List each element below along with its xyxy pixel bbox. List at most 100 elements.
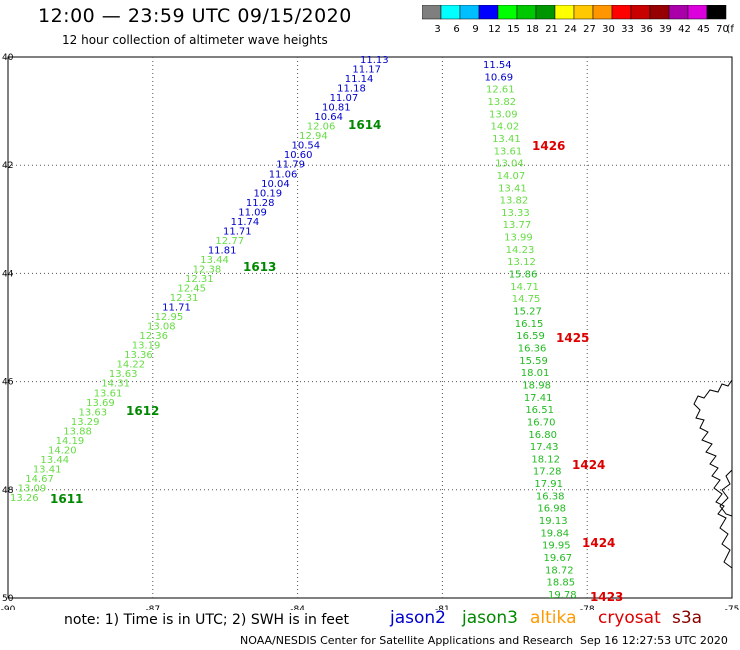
footer-credit: NOAA/NESDIS Center for Satellite Applica…	[240, 634, 574, 647]
wave-height-label: 10.64	[314, 112, 343, 123]
wave-height-label: 12.31	[185, 274, 214, 285]
page-title: 12:00 — 23:59 UTC 09/15/2020	[38, 5, 352, 27]
scale-label: 42	[678, 24, 691, 35]
wave-height-label: 11.74	[231, 217, 260, 228]
wave-height-label: 14.07	[497, 171, 526, 182]
time-label: 1611	[50, 492, 83, 506]
wave-height-label: 17.28	[533, 467, 562, 478]
wave-height-label: 13.04	[495, 159, 524, 170]
wave-height-label: 12.31	[170, 293, 199, 304]
wave-height-label: 13.29	[71, 417, 100, 428]
note-text: note: 1) Time is in UTC; 2) SWH is in fe…	[64, 612, 350, 628]
satellite-legend-altika: altika	[530, 608, 577, 628]
wave-height-label: 14.71	[510, 282, 539, 293]
wave-height-label: 14.02	[491, 122, 520, 133]
wave-height-label: 18.98	[522, 380, 551, 391]
wave-height-label: 13.82	[488, 97, 517, 108]
lon-tick-label: -87	[145, 605, 160, 610]
wave-height-label: 13.44	[200, 255, 229, 266]
map-frame	[7, 56, 733, 599]
wave-height-label: 10.69	[485, 72, 514, 83]
wave-height-label: 13.61	[94, 388, 123, 399]
wave-height-label: 13.63	[109, 369, 138, 380]
satellite-legend-jason2: jason2	[390, 608, 446, 628]
wave-height-label: 12.94	[299, 131, 328, 142]
scale-swatch	[706, 5, 727, 20]
wave-height-label: 13.08	[147, 322, 176, 333]
footer-timestamp: Sep 16 12:27:53 UTC 2020	[580, 634, 728, 647]
time-label: 1614	[348, 118, 381, 132]
wave-height-label: 12.61	[486, 85, 515, 96]
wave-height-label: 13.41	[498, 183, 527, 194]
wave-height-label: 12.45	[177, 284, 206, 295]
wave-height-label: 12.77	[215, 236, 244, 247]
wave-height-label: 14.31	[101, 379, 130, 390]
scale-label: 6	[453, 24, 459, 35]
wave-height-label: 10.19	[253, 188, 282, 199]
wave-height-label: 19.78	[548, 590, 577, 601]
wave-height-label: 18.72	[545, 565, 574, 576]
wave-height-label: 17.91	[534, 479, 563, 490]
satellite-legend-cryosat: cryosat	[598, 608, 661, 628]
wave-height-label: 11.71	[162, 303, 191, 314]
coastline	[693, 379, 733, 569]
lat-tick-label: 50	[2, 594, 14, 604]
scale-label: 39	[659, 24, 672, 35]
scale-label: 9	[472, 24, 478, 35]
wave-height-label: 19.84	[540, 528, 569, 539]
wave-height-label: 13.12	[507, 257, 536, 268]
wave-height-label: 19.67	[543, 553, 572, 564]
wave-height-label: 13.88	[63, 426, 92, 437]
wave-height-label: 11.07	[330, 93, 359, 104]
wave-height-label: 13.09	[18, 483, 47, 494]
wave-height-label: 13.69	[86, 398, 115, 409]
wave-height-label: 13.99	[504, 233, 533, 244]
wave-height-label: 14.20	[48, 445, 77, 456]
scale-label: 27	[583, 24, 596, 35]
wave-height-label: 15.86	[509, 270, 538, 281]
wave-height-label: 15.59	[519, 356, 548, 367]
time-label: 1424	[582, 536, 615, 550]
wave-height-label: 13.41	[492, 134, 521, 145]
lon-tick-label: -81	[435, 605, 450, 610]
scale-label: 70	[716, 24, 729, 35]
wave-height-label: 19.95	[542, 541, 571, 552]
wave-height-label: 13.44	[40, 455, 69, 466]
wave-height-label: 14.67	[25, 474, 54, 485]
satellite-legend-s3a: s3a	[672, 608, 703, 628]
wave-height-label: 13.36	[124, 350, 153, 361]
wave-height-label: 10.04	[261, 179, 290, 190]
wave-height-label: 11.18	[337, 84, 366, 95]
scale-unit: (ft)	[726, 24, 734, 35]
wave-height-label: 17.41	[524, 393, 553, 404]
wave-height-label: 14.75	[512, 294, 541, 305]
lat-tick-label: 48	[2, 486, 14, 496]
wave-height-label: 11.17	[352, 65, 381, 76]
wave-height-label: 17.43	[530, 442, 559, 453]
lon-tick-label: -90	[1, 605, 16, 610]
scale-label: 21	[545, 24, 558, 35]
scale-label: 45	[697, 24, 710, 35]
scale-label: 33	[621, 24, 634, 35]
wave-height-label: 13.41	[33, 464, 62, 475]
scale-label: 30	[602, 24, 615, 35]
wave-height-label: 10.60	[284, 150, 313, 161]
scale-label: 3	[434, 24, 440, 35]
wave-height-label: 12.95	[155, 312, 184, 323]
wave-height-label: 13.26	[10, 493, 39, 504]
wave-height-label: 18.01	[521, 368, 550, 379]
lat-tick-label: 42	[2, 161, 13, 171]
wave-height-label: 13.77	[503, 220, 532, 231]
wave-height-label: 11.28	[246, 198, 275, 209]
wave-height-label: 11.54	[483, 60, 512, 71]
wave-height-label: 14.22	[117, 360, 146, 371]
wave-height-label: 14.23	[506, 245, 535, 256]
wave-height-label: 15.27	[513, 307, 542, 318]
wave-height-label: 10.81	[322, 103, 351, 114]
wave-height-label: 10.54	[292, 141, 321, 152]
lon-tick-label: -84	[290, 605, 305, 610]
lat-tick-label: 46	[2, 378, 14, 388]
wave-height-label: 12.38	[193, 264, 222, 275]
lon-tick-label: -78	[580, 605, 595, 610]
